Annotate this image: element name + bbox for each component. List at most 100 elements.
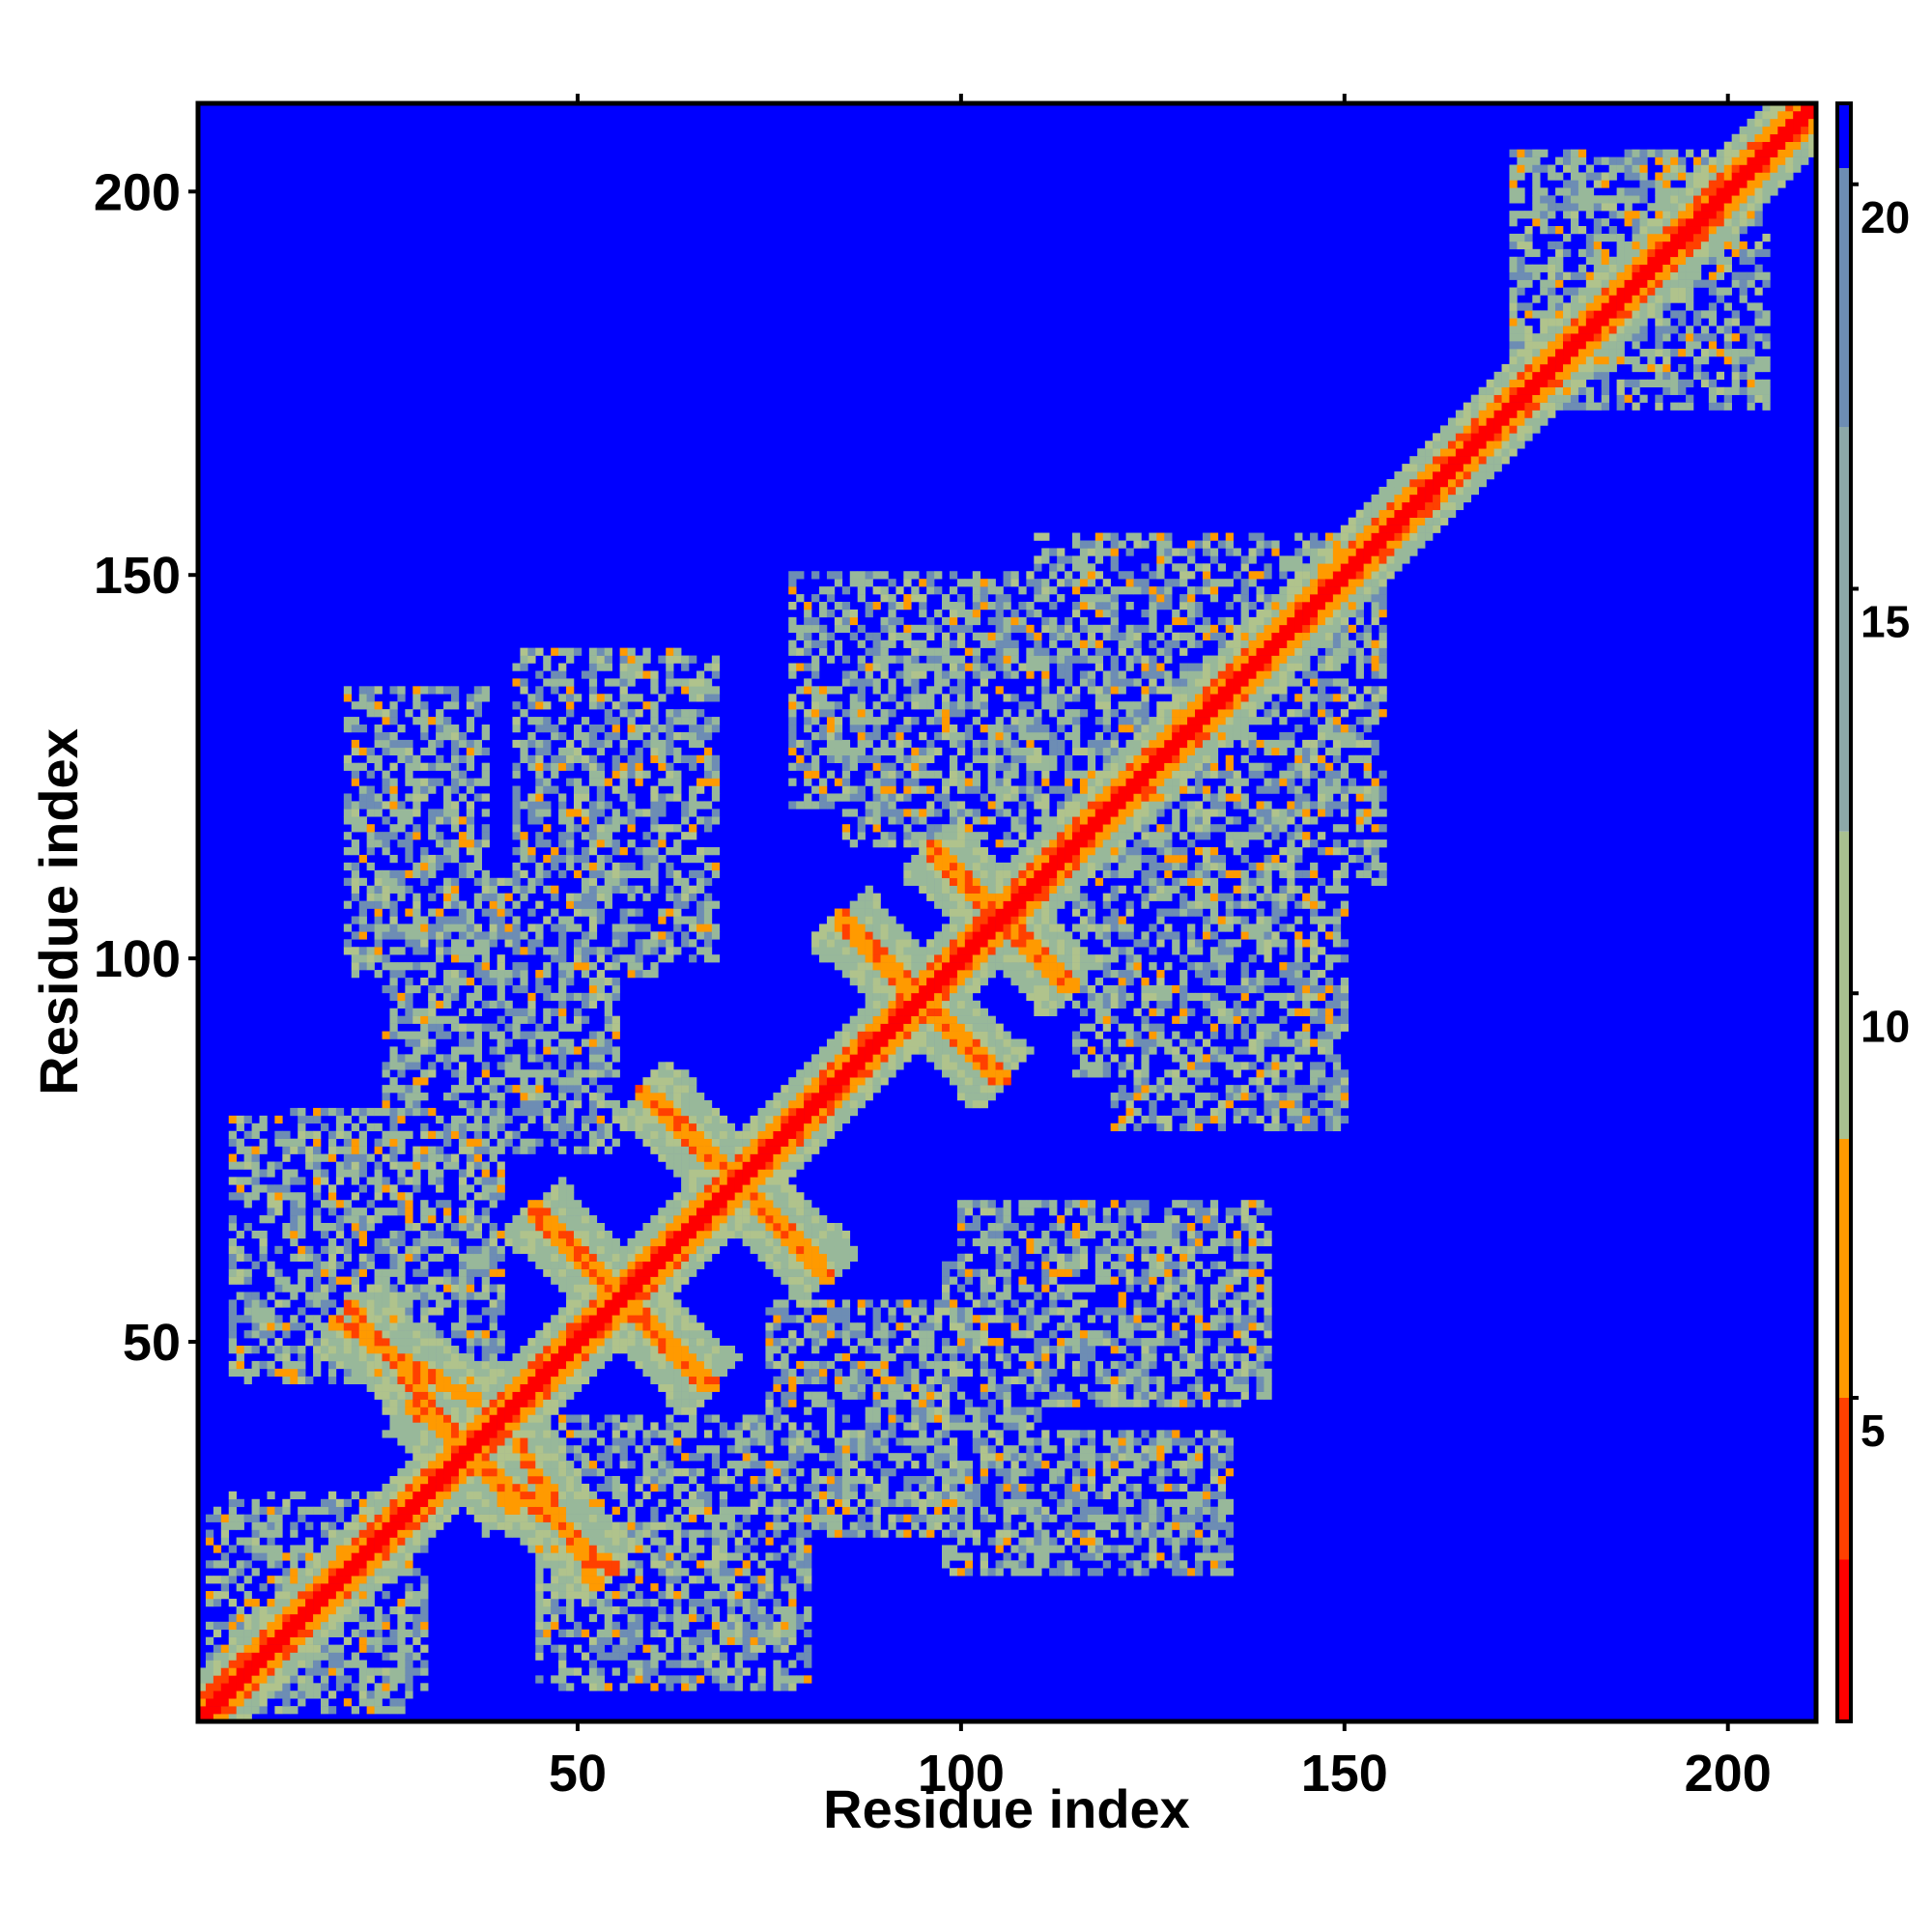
heatmap-cell [650,1268,659,1277]
heatmap-cell [734,1161,743,1170]
heatmap-cell [703,1644,713,1653]
heatmap-cell [358,1253,367,1262]
heatmap-cell [742,1414,751,1423]
heatmap-cell [619,1338,628,1347]
heatmap-cell [757,1491,766,1500]
heatmap-cell [566,686,575,695]
heatmap-cell [466,1046,475,1055]
heatmap-cell [781,1237,789,1247]
heatmap-cell [343,1660,353,1668]
heatmap-cell [635,754,643,763]
heatmap-cell [489,1422,497,1431]
heatmap-cell [443,931,452,940]
heatmap-cell [588,824,598,833]
heatmap-cell [436,1338,444,1347]
heatmap-cell [642,1292,651,1300]
heatmap-cell [228,1660,237,1668]
heatmap-cell [573,992,582,1002]
heatmap-cell [681,1675,690,1684]
heatmap-cell [313,1690,322,1699]
heatmap-cell [650,1122,659,1132]
heatmap-cell [473,1399,483,1407]
heatmap-cell [481,1276,490,1285]
heatmap-cell [666,1545,674,1553]
heatmap-cell [551,731,559,741]
heatmap-cell [703,754,713,763]
heatmap-cell [313,1223,322,1232]
heatmap-cell [358,1330,367,1339]
heatmap-cell [773,1605,781,1615]
heatmap-cell [450,1276,460,1285]
heatmap-cell [535,793,544,802]
heatmap-cell [627,970,636,979]
heatmap-cell [604,1613,612,1623]
heatmap-cell [428,717,437,725]
heatmap-cell [773,1268,781,1277]
heatmap-cell [366,709,375,718]
heatmap-cell [689,1346,697,1354]
heatmap-cell [650,1230,659,1239]
heatmap-cell [366,1498,375,1508]
heatmap-cell [397,1629,406,1637]
heatmap-cell [726,1514,735,1522]
heatmap-cell [558,1560,567,1569]
heatmap-cell [581,1245,590,1255]
heatmap-cell [604,1023,612,1032]
heatmap-cell [243,1115,252,1124]
heatmap-cell [489,1153,497,1162]
heatmap-cell [535,1521,544,1530]
heatmap-cell [512,1376,521,1385]
heatmap-cell [588,754,598,763]
heatmap-cell [313,1177,322,1185]
heatmap-cell [389,1521,398,1530]
heatmap-cell [251,1292,260,1300]
heatmap-cell [397,1253,406,1262]
heatmap-cell [658,1483,667,1492]
heatmap-cell [335,1621,345,1631]
heatmap-cell [543,1391,552,1400]
heatmap-cell [458,1138,468,1147]
heatmap-cell [420,747,429,756]
heatmap-cell [681,931,690,940]
heatmap-cell [558,1184,567,1193]
heatmap-cell [282,1352,291,1362]
heatmap-cell [321,1292,329,1300]
heatmap-cell [681,1069,690,1078]
heatmap-cell [450,1015,460,1024]
heatmap-cell [619,1498,628,1508]
heatmap-cell [274,1352,283,1362]
heatmap-cell [389,701,398,710]
heatmap-cell [497,970,505,979]
heatmap-cell [335,1352,345,1362]
heatmap-cell [481,1122,490,1132]
heatmap-cell [757,1529,766,1538]
heatmap-cell [666,1253,674,1262]
heatmap-cell [405,1338,413,1347]
heatmap-cell [765,1115,774,1124]
heatmap-cell [535,1491,544,1500]
heatmap-cell [343,801,353,810]
heatmap-cell [443,1430,452,1438]
heatmap-cell [781,1605,789,1615]
heatmap-cell [627,1352,636,1362]
heatmap-cell [566,709,575,718]
heatmap-cell [711,923,721,932]
heatmap-cell [489,1315,497,1323]
heatmap-cell [259,1245,268,1255]
heatmap-cell [696,731,705,741]
heatmap-cell [673,1537,682,1546]
heatmap-cell [282,1138,291,1147]
heatmap-cell [551,1461,559,1469]
heatmap-cell [757,1667,766,1676]
heatmap-cell [397,1621,406,1631]
heatmap-cell [551,724,559,733]
heatmap-cell [627,1636,636,1645]
heatmap-cell [681,1153,690,1162]
heatmap-cell [389,717,398,725]
heatmap-cell [581,1115,590,1124]
heatmap-cell [236,1184,244,1193]
heatmap-cell [627,1115,636,1124]
heatmap-cell [259,1506,268,1515]
heatmap-cell [742,1230,751,1239]
heatmap-cell [228,1153,237,1162]
